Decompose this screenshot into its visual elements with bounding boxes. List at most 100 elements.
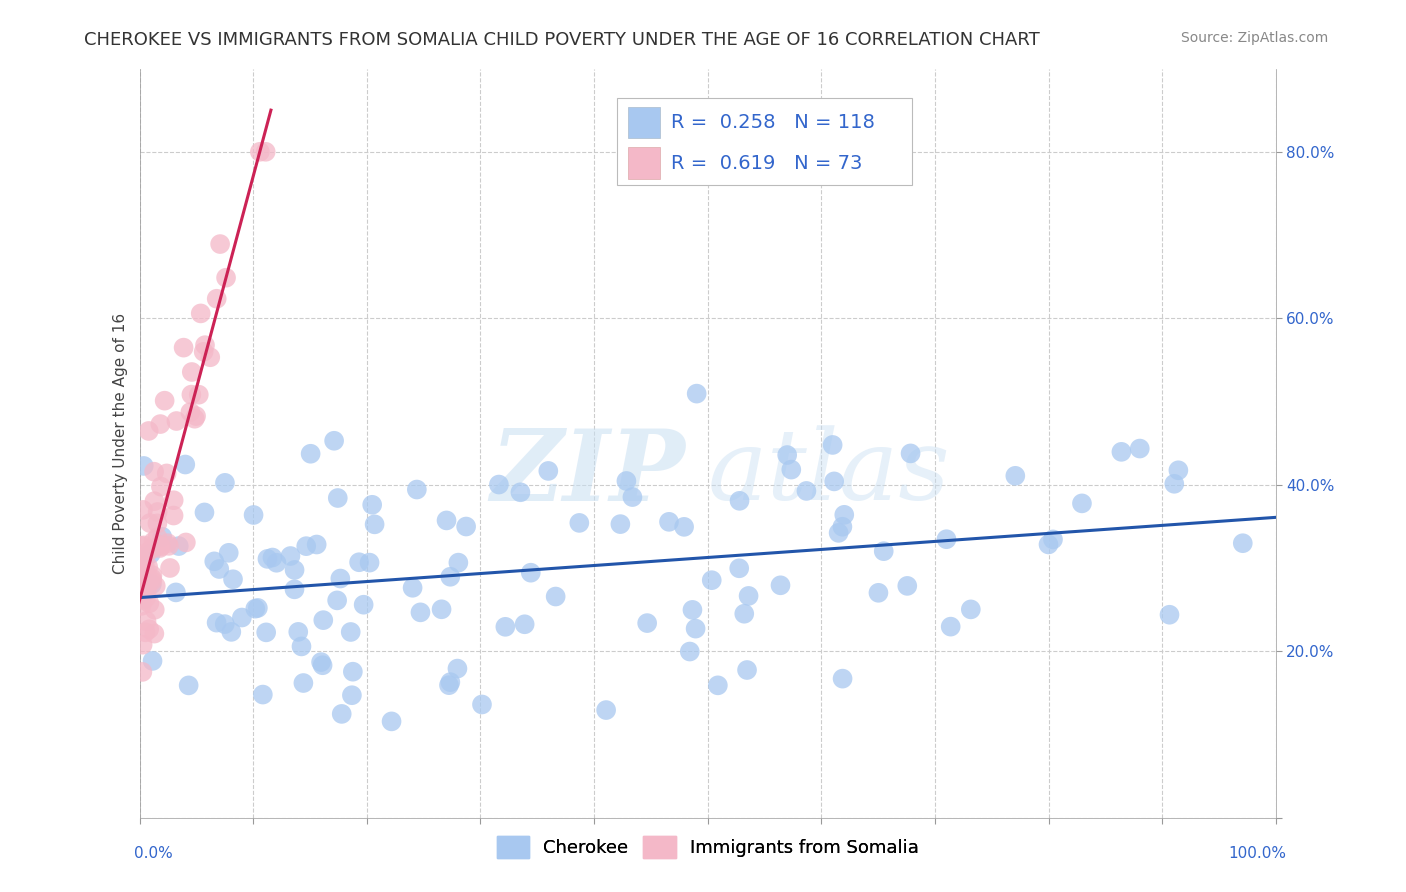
Point [831, 519, 853, 533]
Point [636, 616, 658, 631]
Point [145, 579, 167, 593]
Point [131, 599, 153, 613]
Point [326, 491, 349, 505]
Point [143, 603, 166, 617]
Point [1004, 468, 1026, 483]
Point [129, 551, 152, 566]
Point [131, 638, 153, 652]
Text: atlas: atlas [707, 425, 950, 521]
Point [187, 387, 209, 401]
Point [146, 516, 169, 531]
Point [290, 640, 312, 654]
Point [163, 493, 186, 508]
Point [896, 579, 918, 593]
Point [361, 498, 384, 512]
Point [728, 493, 751, 508]
Point [177, 678, 200, 692]
Point [380, 714, 402, 729]
Point [131, 665, 153, 679]
Point [1129, 442, 1152, 456]
Point [471, 698, 494, 712]
Point [262, 550, 284, 565]
Point [174, 458, 197, 472]
Point [823, 475, 845, 489]
Point [733, 607, 755, 621]
Point [134, 566, 156, 581]
Point [405, 483, 427, 497]
Point [143, 626, 166, 640]
Point [363, 517, 385, 532]
Point [141, 574, 163, 588]
Point [439, 570, 461, 584]
Point [146, 530, 169, 544]
Point [737, 589, 759, 603]
Point [150, 540, 173, 554]
Point [141, 654, 163, 668]
Point [215, 270, 238, 285]
Point [900, 446, 922, 460]
Point [436, 513, 458, 527]
Point [184, 409, 207, 423]
Point [222, 572, 245, 586]
Point [544, 590, 567, 604]
Point [249, 145, 271, 159]
Text: ZIP: ZIP [489, 425, 685, 522]
Text: CHEROKEE VS IMMIGRANTS FROM SOMALIA CHILD POVERTY UNDER THE AGE OF 16 CORRELATIO: CHEROKEE VS IMMIGRANTS FROM SOMALIA CHIL… [84, 31, 1040, 49]
Point [735, 663, 758, 677]
Point [136, 545, 159, 559]
Point [266, 556, 288, 570]
Point [868, 586, 890, 600]
Point [135, 625, 157, 640]
Point [959, 602, 981, 616]
Point [221, 624, 243, 639]
Point [685, 622, 707, 636]
Text: 100.0%: 100.0% [1229, 847, 1286, 861]
Point [218, 546, 240, 560]
Point [190, 306, 212, 320]
Point [141, 568, 163, 582]
Point [1167, 463, 1189, 477]
Point [658, 515, 681, 529]
Point [340, 688, 363, 702]
Point [326, 593, 349, 607]
Point [609, 517, 631, 532]
Point [447, 556, 470, 570]
Point [180, 365, 202, 379]
Y-axis label: Child Poverty Under the Age of 16: Child Poverty Under the Age of 16 [114, 313, 128, 574]
Point [173, 341, 195, 355]
Point [132, 503, 155, 517]
Point [148, 539, 170, 553]
Point [231, 610, 253, 624]
Point [796, 483, 818, 498]
Point [245, 601, 267, 615]
Point [1111, 445, 1133, 459]
Point [681, 603, 703, 617]
Point [141, 571, 163, 585]
Point [401, 581, 423, 595]
Point [342, 665, 364, 679]
Point [156, 467, 179, 481]
Point [156, 536, 179, 550]
Point [205, 615, 228, 630]
Point [446, 662, 468, 676]
Point [179, 405, 201, 419]
Point [129, 558, 152, 572]
Point [162, 508, 184, 523]
Text: 0.0%: 0.0% [134, 847, 173, 861]
Point [131, 592, 153, 607]
Point [193, 344, 215, 359]
Point [149, 480, 172, 494]
Point [330, 706, 353, 721]
Point [143, 465, 166, 479]
Point [208, 562, 231, 576]
Point [214, 617, 236, 632]
Point [685, 386, 707, 401]
Point [180, 387, 202, 401]
Point [359, 556, 381, 570]
Point [568, 516, 591, 530]
Point [409, 605, 432, 619]
Point [149, 417, 172, 431]
Bar [628, 147, 659, 179]
Point [200, 351, 222, 365]
Point [305, 537, 328, 551]
